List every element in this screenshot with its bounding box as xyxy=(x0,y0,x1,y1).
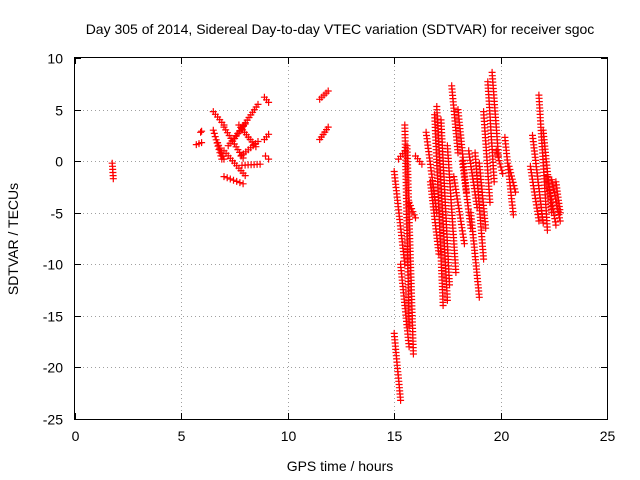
data-point xyxy=(493,150,501,158)
data-point xyxy=(512,188,519,196)
data-point xyxy=(508,172,515,180)
data-point xyxy=(406,202,414,209)
data-point xyxy=(265,130,273,138)
data-point xyxy=(482,224,490,232)
data-point xyxy=(209,126,217,134)
data-point xyxy=(492,147,500,155)
data-point xyxy=(418,160,426,168)
data-point xyxy=(535,217,543,225)
data-point xyxy=(252,143,260,151)
grid-lines xyxy=(75,58,607,419)
data-point xyxy=(495,157,503,165)
data-point xyxy=(556,217,564,225)
x-tick-label: 0 xyxy=(72,428,80,444)
data-point xyxy=(256,160,264,168)
data-point xyxy=(241,172,249,180)
data-point xyxy=(507,169,515,177)
data-point xyxy=(497,163,505,171)
data-point xyxy=(324,87,332,95)
data-point xyxy=(506,166,514,173)
y-tick-label: 10 xyxy=(47,51,63,67)
data-point xyxy=(408,205,416,213)
x-axis-label: GPS time / hours xyxy=(287,458,394,474)
data-point xyxy=(550,185,558,193)
data-point xyxy=(509,178,517,186)
data-point xyxy=(486,198,494,206)
x-tick-label: 5 xyxy=(178,428,186,444)
x-tick-label: 15 xyxy=(387,428,403,444)
data-point xyxy=(409,208,417,216)
y-tick-label: 5 xyxy=(55,103,63,119)
data-point xyxy=(254,138,262,145)
y-tick-label: -20 xyxy=(43,360,63,376)
data-point xyxy=(409,350,417,358)
data-point xyxy=(509,211,517,219)
data-point xyxy=(552,221,560,229)
x-tick-label: 20 xyxy=(494,428,510,444)
data-point xyxy=(460,240,468,248)
data-point xyxy=(498,166,506,174)
data-point xyxy=(236,179,244,187)
axis-ticks: 0 5 10 15 20 25 -25 -20 -15 -10 -5 0 5 10 xyxy=(43,51,616,445)
data-point xyxy=(324,123,332,131)
data-point xyxy=(508,175,516,183)
data-point xyxy=(198,139,206,147)
data-point xyxy=(496,160,504,168)
data-point xyxy=(410,211,418,219)
plot-frame xyxy=(74,57,608,420)
data-points xyxy=(108,68,564,404)
data-point xyxy=(230,176,237,184)
data-point xyxy=(226,175,234,183)
y-tick-label: -15 xyxy=(43,309,63,325)
data-point xyxy=(197,128,205,136)
y-tick-label: 0 xyxy=(55,154,63,170)
data-point xyxy=(223,174,231,182)
y-tick-label: -5 xyxy=(51,206,64,222)
x-tick-label: 10 xyxy=(281,428,297,444)
data-point xyxy=(254,100,262,108)
data-point xyxy=(548,179,556,187)
data-point xyxy=(446,281,453,289)
data-point xyxy=(494,153,502,161)
data-point xyxy=(405,198,413,206)
data-point xyxy=(265,155,273,163)
data-point xyxy=(551,215,559,223)
data-point xyxy=(439,302,447,309)
data-point xyxy=(475,293,483,301)
data-point xyxy=(211,133,219,141)
data-point xyxy=(556,209,564,217)
data-point xyxy=(511,185,519,193)
data-point xyxy=(556,214,563,222)
data-point xyxy=(198,127,206,135)
y-axis-label: SDTVAR / TECUs xyxy=(5,183,21,295)
data-point xyxy=(454,149,462,157)
data-point xyxy=(405,343,413,351)
data-point xyxy=(443,296,451,304)
data-point xyxy=(220,173,228,181)
x-tick-label: 25 xyxy=(600,428,616,444)
data-point xyxy=(262,152,269,160)
data-point xyxy=(499,170,507,177)
data-point xyxy=(109,175,117,183)
data-point xyxy=(265,98,273,106)
data-point xyxy=(412,214,419,222)
data-point xyxy=(480,255,488,263)
data-point xyxy=(397,396,405,404)
data-point xyxy=(220,155,228,163)
y-tick-label: -10 xyxy=(43,257,63,273)
data-point xyxy=(510,182,518,190)
data-point xyxy=(452,269,460,276)
data-point xyxy=(505,162,513,170)
data-point xyxy=(210,129,218,137)
y-tick-label: -25 xyxy=(43,412,63,428)
data-point xyxy=(239,180,247,188)
chart-title: Day 305 of 2014, Sidereal Day-to-day VTE… xyxy=(86,21,595,37)
data-point xyxy=(233,177,241,185)
data-point xyxy=(490,178,498,186)
data-point xyxy=(539,219,547,227)
data-point xyxy=(543,226,551,234)
